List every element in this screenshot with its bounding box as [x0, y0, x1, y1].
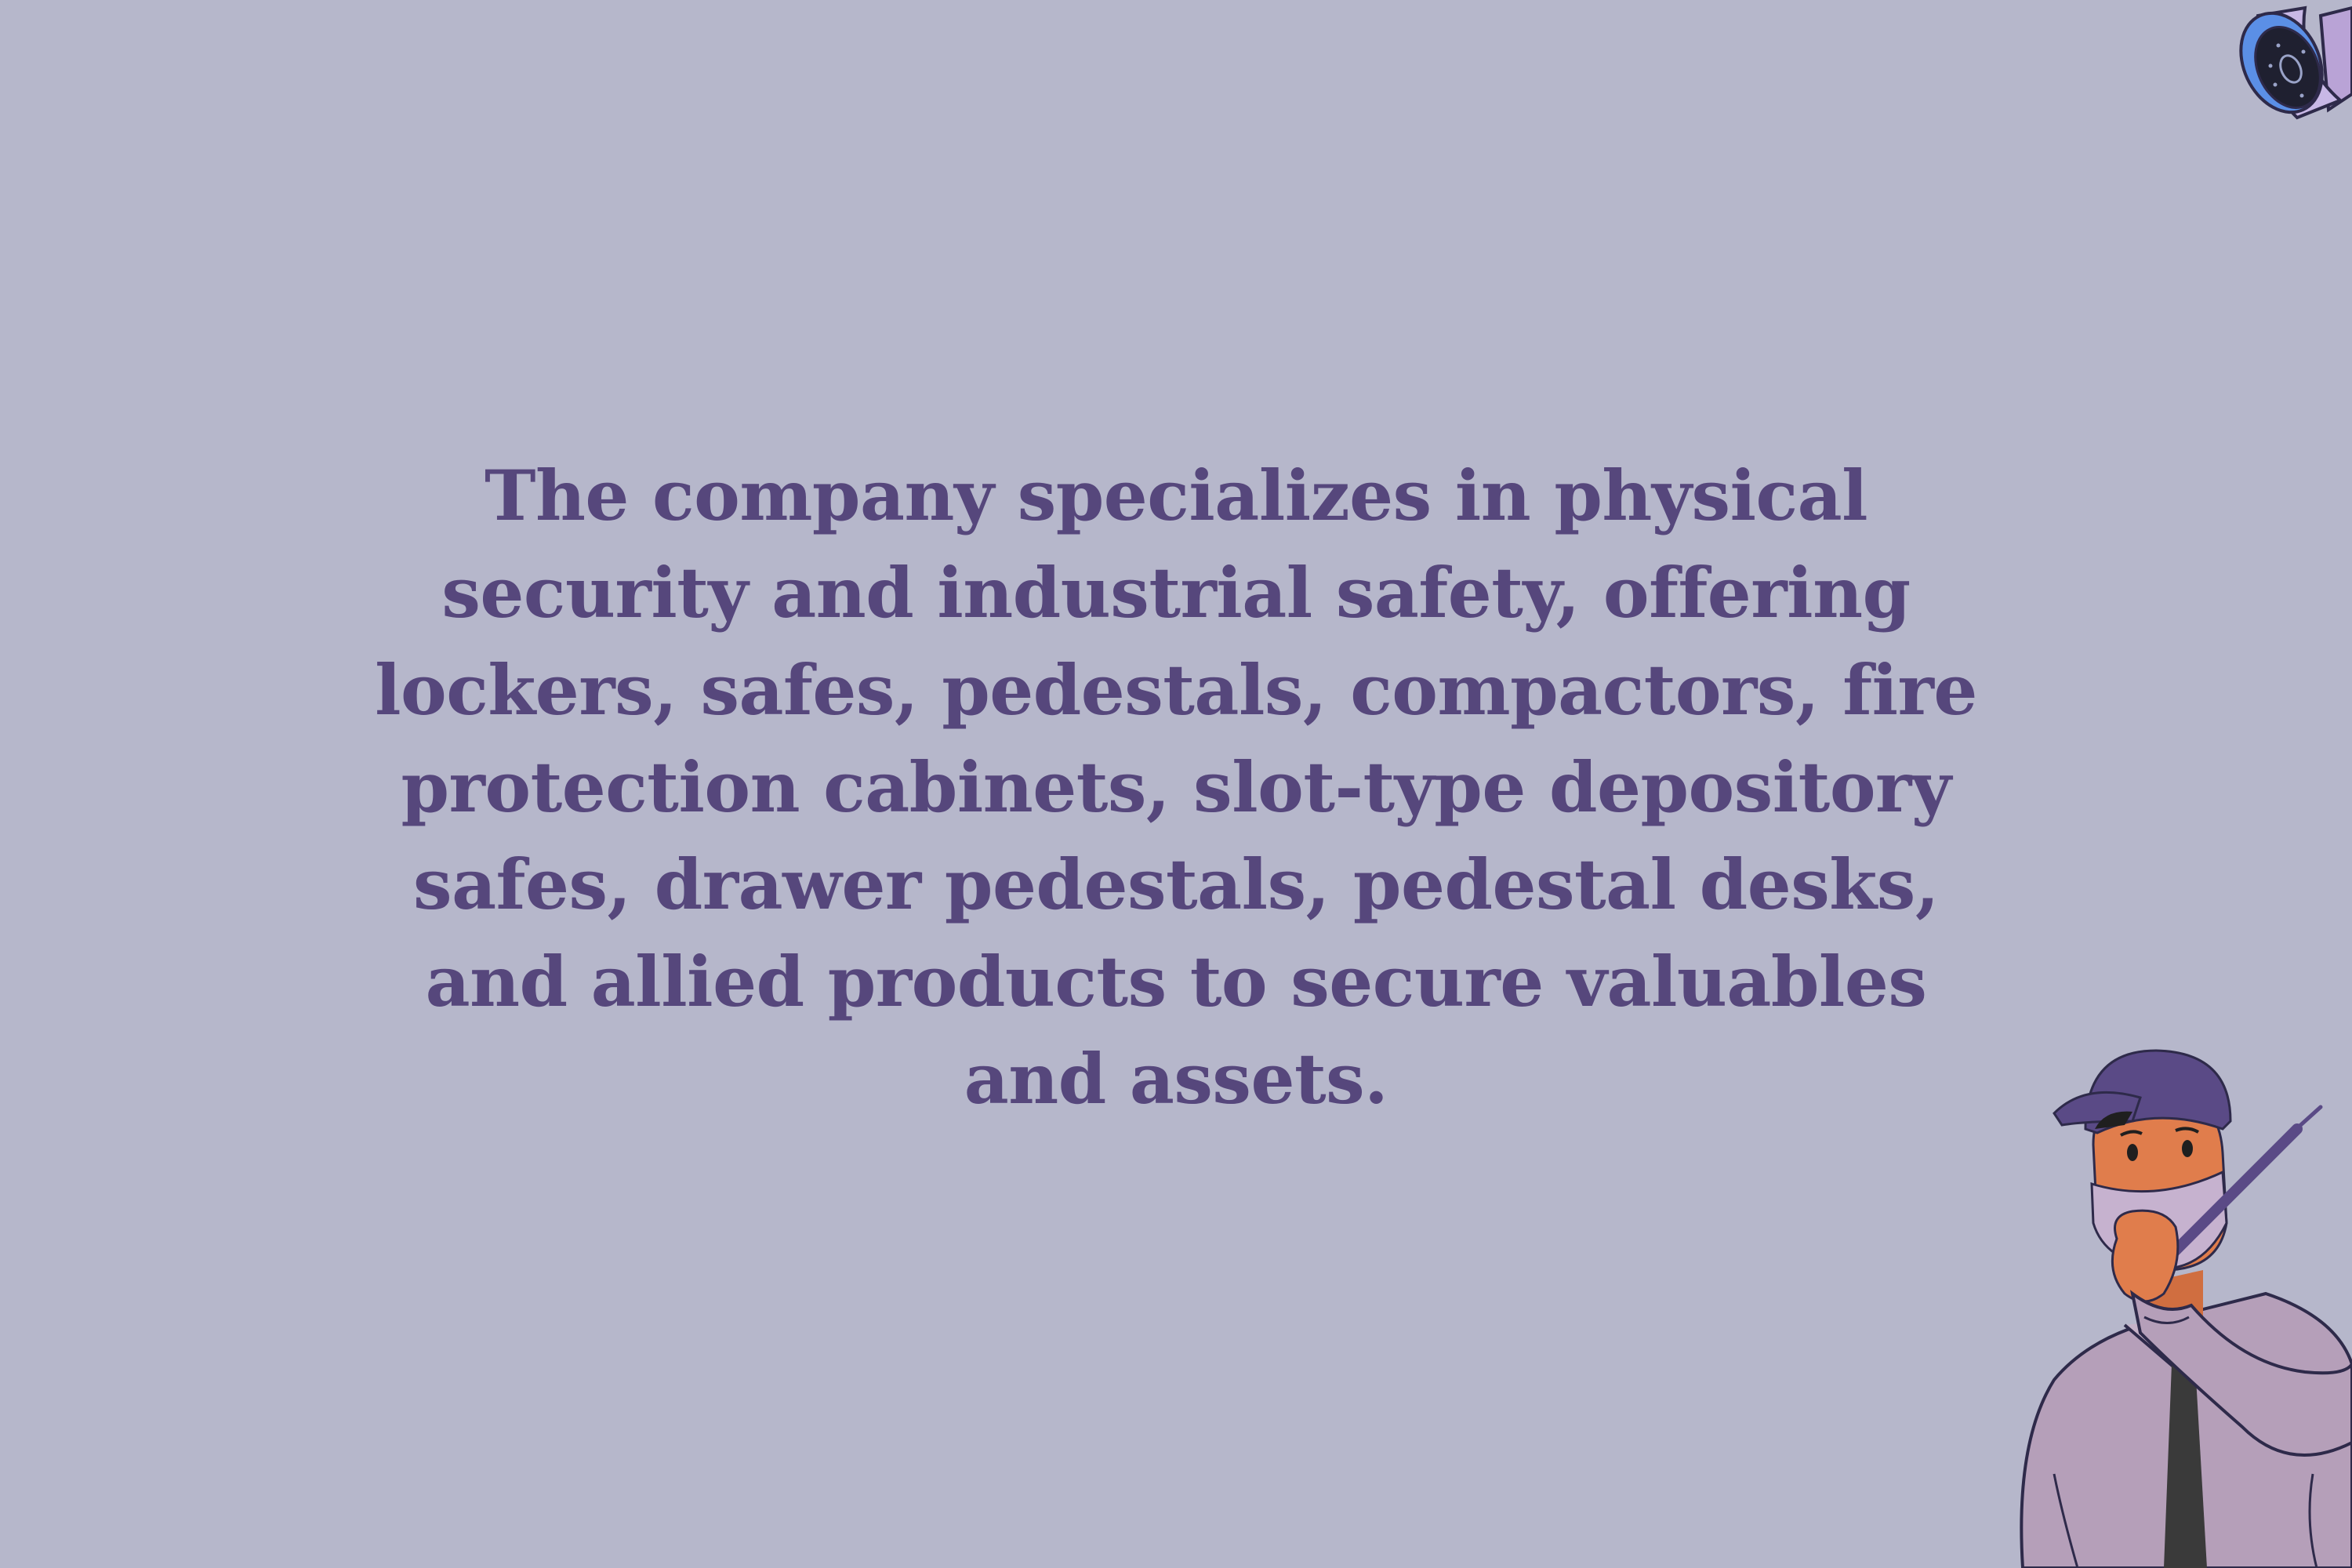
body-paragraph: The company specializes in physical secu…	[375, 455, 1977, 1120]
security-guard-illustration	[2020, 1049, 2352, 1568]
security-camera-icon	[2239, 5, 2352, 120]
